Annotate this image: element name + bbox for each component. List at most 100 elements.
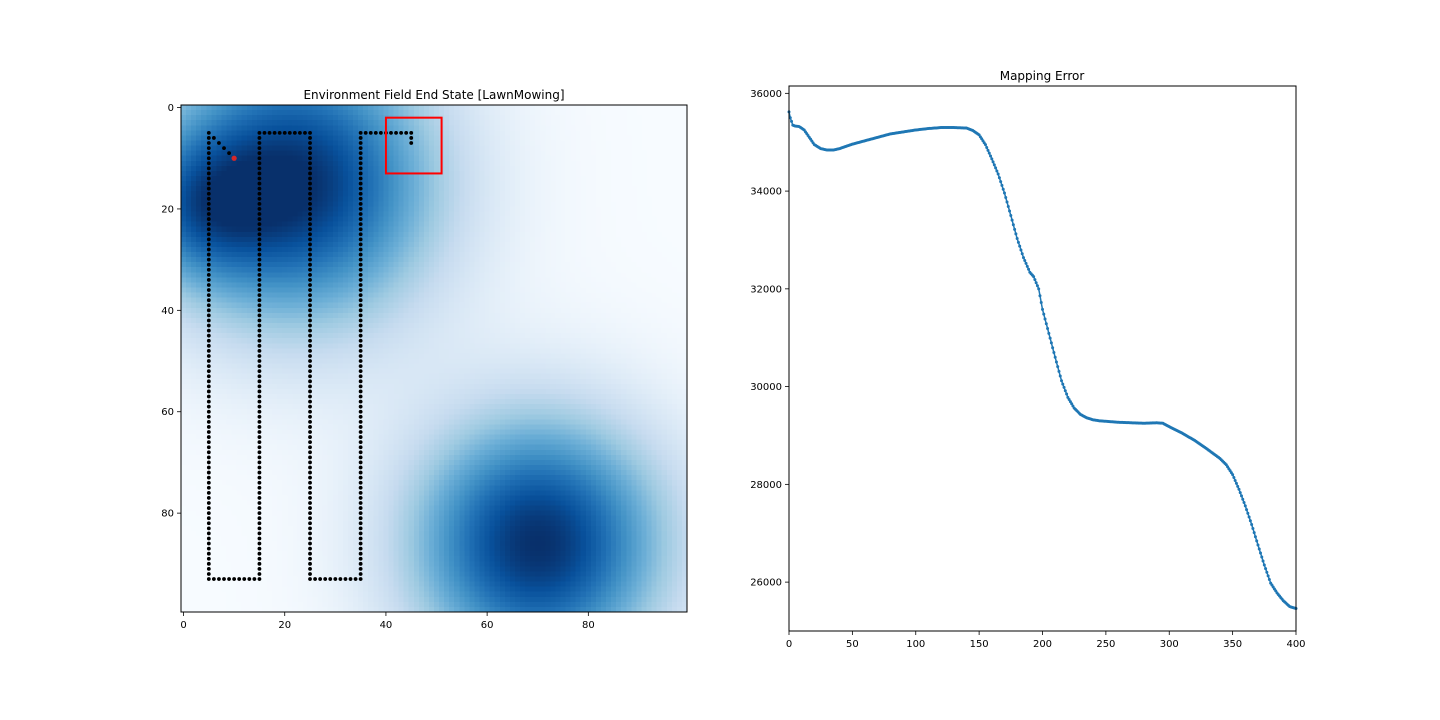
- line-series: [787, 110, 1298, 611]
- line-x-axis: 0 50 100 150 200 250 300 350 400: [786, 631, 1306, 650]
- path-point: [308, 531, 312, 536]
- path-point: [358, 343, 363, 348]
- path-point: [252, 577, 257, 581]
- y-tick-label: 0: [168, 103, 174, 114]
- x-tick-label: 0: [786, 639, 792, 650]
- data-point: [1233, 478, 1237, 482]
- data-point: [1034, 281, 1038, 285]
- path-point: [206, 130, 211, 135]
- data-point: [1242, 501, 1246, 505]
- current-position-marker: [231, 155, 237, 161]
- path-point: [308, 181, 312, 186]
- path-point: [206, 511, 211, 516]
- path-point: [206, 212, 211, 216]
- path-point: [358, 161, 363, 166]
- path-point: [257, 247, 262, 252]
- path-point: [358, 272, 363, 277]
- path-point: [206, 293, 211, 298]
- path-point: [206, 354, 211, 358]
- path-point: [358, 293, 363, 298]
- path-point: [333, 577, 338, 581]
- data-point: [1234, 481, 1238, 485]
- path-point: [206, 531, 211, 536]
- path-point: [358, 146, 363, 150]
- path-point: [257, 333, 262, 338]
- path-point: [257, 308, 262, 313]
- path-point: [358, 445, 363, 450]
- path-point: [358, 252, 363, 257]
- data-point: [1264, 567, 1268, 571]
- path-point: [206, 247, 211, 252]
- path-point: [358, 348, 363, 353]
- path-point: [358, 354, 363, 358]
- path-point: [308, 252, 312, 257]
- x-tick-label: 250: [1096, 639, 1115, 650]
- path-point: [308, 343, 312, 348]
- data-point: [1004, 196, 1008, 200]
- path-point: [206, 136, 211, 140]
- path-point: [358, 364, 363, 369]
- path-point: [308, 196, 312, 201]
- path-point: [257, 394, 262, 399]
- path-point: [358, 536, 363, 541]
- path-point: [308, 572, 312, 576]
- path-point: [206, 278, 211, 282]
- path-point: [257, 480, 262, 485]
- path-point: [257, 212, 262, 216]
- path-point: [257, 496, 262, 500]
- heatmap-field: [181, 105, 687, 612]
- path-point: [358, 435, 363, 439]
- y-tick-label: 40: [161, 306, 174, 317]
- path-point: [308, 455, 312, 460]
- path-point: [257, 485, 262, 490]
- path-point: [257, 288, 262, 292]
- path-point: [308, 485, 312, 490]
- data-point: [1043, 317, 1047, 321]
- path-point: [206, 521, 211, 526]
- path-point: [257, 531, 262, 536]
- path-point: [358, 227, 363, 232]
- heatmap-panel: Environment Field End State [LawnMowing]…: [161, 88, 688, 631]
- path-point: [358, 425, 363, 429]
- path-point: [257, 227, 262, 232]
- data-point: [1006, 205, 1010, 209]
- path-point: [368, 130, 373, 135]
- path-point: [206, 490, 211, 495]
- data-point: [1253, 535, 1257, 539]
- data-point: [790, 119, 794, 123]
- path-point: [308, 414, 312, 419]
- path-point: [358, 496, 363, 500]
- data-point: [1024, 261, 1028, 265]
- path-point: [257, 217, 262, 221]
- path-point: [358, 130, 363, 135]
- path-point: [308, 480, 312, 485]
- path-point: [257, 465, 262, 470]
- data-point: [1239, 494, 1243, 498]
- path-point: [257, 572, 262, 576]
- path-point: [308, 328, 312, 333]
- data-point: [997, 176, 1001, 180]
- data-point: [1251, 527, 1255, 531]
- data-point: [987, 151, 991, 155]
- data-point: [1236, 484, 1240, 488]
- path-point: [206, 303, 211, 308]
- path-point: [343, 577, 348, 581]
- y-tick-label: 60: [161, 407, 174, 418]
- path-point: [237, 577, 242, 581]
- data-point: [1261, 559, 1265, 563]
- data-point: [1238, 491, 1242, 495]
- path-point: [257, 232, 262, 237]
- path-point: [308, 450, 312, 455]
- path-point: [308, 130, 312, 135]
- path-point: [206, 389, 211, 394]
- path-point: [206, 262, 211, 267]
- path-point: [358, 475, 363, 480]
- path-point: [257, 551, 262, 556]
- path-point: [257, 567, 262, 571]
- x-tick-label: 0: [180, 620, 186, 631]
- path-point: [257, 359, 262, 363]
- path-point: [308, 541, 312, 546]
- path-point: [358, 201, 363, 206]
- path-point: [358, 232, 363, 237]
- path-point: [358, 511, 363, 516]
